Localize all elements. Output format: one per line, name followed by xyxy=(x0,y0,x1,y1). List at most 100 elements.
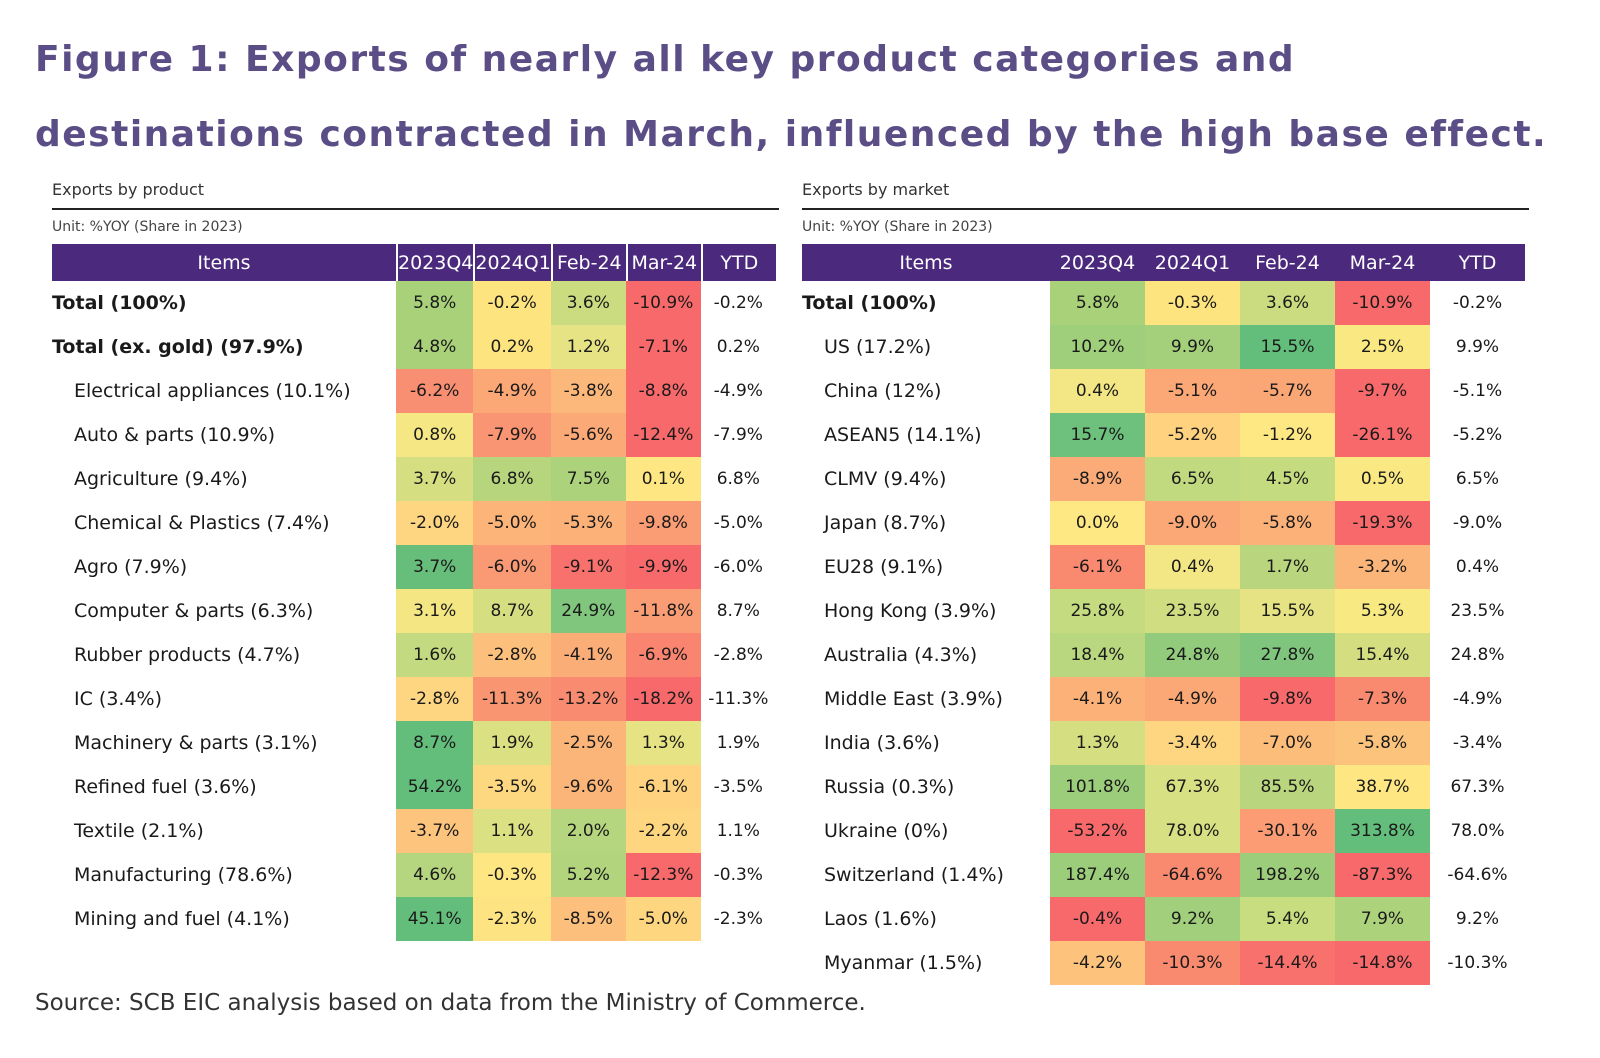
heatmap-cell: -7.9% xyxy=(473,413,551,457)
row-label: Russia (0.3%) xyxy=(824,776,955,798)
table-row: Rubber products (4.7%) 1.6% -2.8% -4.1% -6.9… xyxy=(52,633,776,677)
ytd-cell: -2.8% xyxy=(700,633,776,677)
table-row: US (17.2%) 10.2% 9.9% 15.5% 2.5% 9.9% xyxy=(802,325,1525,369)
heatmap-cell: -9.8% xyxy=(625,501,701,545)
heatmap-cell: 3.6% xyxy=(1240,281,1335,325)
table-row: Agriculture (9.4%) 3.7% 6.8% 7.5% 0.1% 6.8% xyxy=(52,457,776,501)
heatmap-cell: -9.6% xyxy=(550,765,626,809)
heatmap-cell: -7.3% xyxy=(1335,677,1430,721)
heatmap-cell: -5.1% xyxy=(1145,369,1240,413)
row-label: Australia (4.3%) xyxy=(824,644,978,666)
heatmap-cell: -26.1% xyxy=(1335,413,1430,457)
heatmap-cell: -5.0% xyxy=(625,897,701,941)
ytd-cell: -5.1% xyxy=(1430,369,1525,413)
ytd-cell: 78.0% xyxy=(1430,809,1525,853)
heatmap-cell: 25.8% xyxy=(1050,589,1145,633)
heatmap-cell: 85.5% xyxy=(1240,765,1335,809)
column-header: Mar-24 xyxy=(625,244,701,281)
heatmap-cell: 45.1% xyxy=(396,897,474,941)
heatmap-cell: -8.8% xyxy=(625,369,701,413)
heatmap-cell: 0.8% xyxy=(396,413,474,457)
row-label: Agro (7.9%) xyxy=(74,556,188,578)
row-label: Hong Kong (3.9%) xyxy=(824,600,997,622)
ytd-cell: 9.9% xyxy=(1430,325,1525,369)
heatmap-cell: 5.4% xyxy=(1240,897,1335,941)
table-row: Agro (7.9%) 3.7% -6.0% -9.1% -9.9% -6.0% xyxy=(52,545,776,589)
heatmap-cell: 23.5% xyxy=(1145,589,1240,633)
row-label: Refined fuel (3.6%) xyxy=(74,776,257,798)
row-label: Total (100%) xyxy=(802,292,937,314)
column-header: 2024Q1 xyxy=(473,244,551,281)
table-row: Switzerland (1.4%) 187.4% -64.6% 198.2% -87.… xyxy=(802,853,1525,897)
row-label: Electrical appliances (10.1%) xyxy=(74,380,351,402)
heatmap-cell: -30.1% xyxy=(1240,809,1335,853)
ytd-cell: 67.3% xyxy=(1430,765,1525,809)
table-row: Total (ex. gold) (97.9%) 4.8% 0.2% 1.2% -7.1… xyxy=(52,325,776,369)
heatmap-cell: 3.7% xyxy=(396,457,474,501)
panel-title: Exports by market xyxy=(802,172,1529,210)
heatmap-cell: 15.7% xyxy=(1050,413,1145,457)
heatmap-cell: -9.1% xyxy=(550,545,626,589)
heatmap-cell: -5.3% xyxy=(550,501,626,545)
heatmap-cell: 3.1% xyxy=(396,589,474,633)
source-note: Source: SCB EIC analysis based on data f… xyxy=(35,990,866,1016)
unit-label: Unit: %YOY (Share in 2023) xyxy=(52,219,243,235)
row-label: China (12%) xyxy=(824,380,942,402)
table-row: Middle East (3.9%) -4.1% -4.9% -9.8% -7.3% -4… xyxy=(802,677,1525,721)
table-row: Australia (4.3%) 18.4% 24.8% 27.8% 15.4% 24.8… xyxy=(802,633,1525,677)
heatmap-cell: 6.8% xyxy=(473,457,551,501)
heatmap-cell: 1.9% xyxy=(473,721,551,765)
table-row: Refined fuel (3.6%) 54.2% -3.5% -9.6% -6.1% -… xyxy=(52,765,776,809)
heatmap-cell: -5.8% xyxy=(1240,501,1335,545)
heatmap-cell: 24.9% xyxy=(550,589,626,633)
row-label: Machinery & parts (3.1%) xyxy=(74,732,318,754)
heatmap-cell: -4.1% xyxy=(1050,677,1145,721)
table-row: Laos (1.6%) -0.4% 9.2% 5.4% 7.9% 9.2% xyxy=(802,897,1525,941)
row-label: Myanmar (1.5%) xyxy=(824,952,983,974)
ytd-cell: 6.8% xyxy=(700,457,776,501)
header-row: Items 2023Q4 2024Q1 Feb-24 Mar-24 YTD xyxy=(52,244,776,281)
row-label: Rubber products (4.7%) xyxy=(74,644,301,666)
heatmap-cell: -11.3% xyxy=(473,677,551,721)
row-label: Auto & parts (10.9%) xyxy=(74,424,276,446)
heatmap-cell: 15.5% xyxy=(1240,589,1335,633)
table-row: Mining and fuel (4.1%) 45.1% -2.3% -8.5% -5.… xyxy=(52,897,776,941)
table-row: Total (100%) 5.8% -0.3% 3.6% -10.9% -0.2% xyxy=(802,281,1525,325)
column-header: Feb-24 xyxy=(550,244,626,281)
ytd-cell: 0.2% xyxy=(700,325,776,369)
header-row: Items 2023Q4 2024Q1 Feb-24 Mar-24 YTD xyxy=(802,244,1525,281)
heatmap-cell: -12.3% xyxy=(625,853,701,897)
row-label: Ukraine (0%) xyxy=(824,820,949,842)
ytd-cell: -6.0% xyxy=(700,545,776,589)
ytd-cell: 1.1% xyxy=(700,809,776,853)
table-row: Russia (0.3%) 101.8% 67.3% 85.5% 38.7% 67.3% xyxy=(802,765,1525,809)
heatmap-cell: 0.4% xyxy=(1050,369,1145,413)
product-table: Items 2023Q4 2024Q1 Feb-24 Mar-24 YTD Total (… xyxy=(52,244,776,941)
heatmap-cell: 2.0% xyxy=(550,809,626,853)
column-header: 2023Q4 xyxy=(1050,244,1145,281)
heatmap-cell: 1.3% xyxy=(625,721,701,765)
heatmap-cell: 2.5% xyxy=(1335,325,1430,369)
heatmap-cell: 15.4% xyxy=(1335,633,1430,677)
row-label: ASEAN5 (14.1%) xyxy=(824,424,982,446)
heatmap-cell: -2.0% xyxy=(396,501,474,545)
heatmap-cell: -5.0% xyxy=(473,501,551,545)
heatmap-cell: 5.2% xyxy=(550,853,626,897)
column-header: Feb-24 xyxy=(1240,244,1335,281)
ytd-cell: -0.2% xyxy=(1430,281,1525,325)
heatmap-cell: -4.9% xyxy=(1145,677,1240,721)
heatmap-cell: -3.2% xyxy=(1335,545,1430,589)
heatmap-cell: 0.2% xyxy=(473,325,551,369)
heatmap-cell: 24.8% xyxy=(1145,633,1240,677)
heatmap-cell: -11.8% xyxy=(625,589,701,633)
heatmap-cell: 0.5% xyxy=(1335,457,1430,501)
ytd-cell: 8.7% xyxy=(700,589,776,633)
row-label: Total (100%) xyxy=(52,292,187,314)
heatmap-cell: 7.5% xyxy=(550,457,626,501)
heatmap-cell: -19.3% xyxy=(1335,501,1430,545)
heatmap-cell: -1.2% xyxy=(1240,413,1335,457)
heatmap-cell: 78.0% xyxy=(1145,809,1240,853)
ytd-cell: -0.3% xyxy=(700,853,776,897)
ytd-cell: -5.0% xyxy=(700,501,776,545)
heatmap-cell: -7.1% xyxy=(625,325,701,369)
